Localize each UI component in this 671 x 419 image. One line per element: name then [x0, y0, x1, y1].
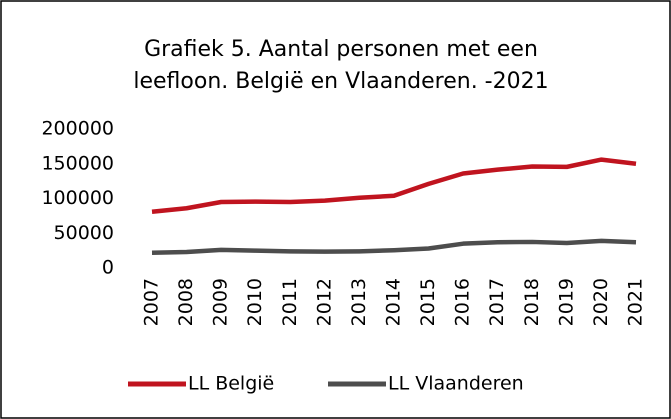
y-tick-label: 0: [102, 257, 114, 279]
x-tick-label: 2014: [383, 278, 405, 326]
legend-label: LL België: [188, 373, 274, 395]
line-series: [151, 157, 637, 214]
x-tick-label: 2020: [590, 278, 612, 326]
line-series: [151, 238, 637, 255]
x-tick-label: 2016: [452, 278, 474, 326]
chart-title: leefloon. België en Vlaanderen. -2021: [133, 69, 548, 94]
x-tick-label: 2019: [555, 278, 577, 326]
x-tick-label: 2021: [625, 278, 647, 326]
y-tick-label: 150000: [41, 152, 114, 174]
y-tick-label: 200000: [41, 118, 114, 140]
x-tick-label: 2012: [313, 278, 335, 326]
x-tick-label: 2007: [141, 278, 163, 326]
x-tick-label: 2009: [210, 278, 232, 326]
chart-title: Grafiek 5. Aantal personen met een: [144, 37, 538, 62]
x-tick-label: 2011: [279, 278, 301, 326]
y-tick-label: 100000: [41, 187, 114, 209]
x-tick-label: 2010: [244, 278, 266, 326]
legend-label: LL Vlaanderen: [388, 373, 524, 395]
y-tick-label: 50000: [54, 222, 114, 244]
x-tick-label: 2018: [521, 278, 543, 326]
x-tick-label: 2008: [175, 278, 197, 326]
x-tick-label: 2017: [486, 278, 508, 326]
x-tick-label: 2013: [348, 278, 370, 326]
x-tick-label: 2015: [417, 278, 439, 326]
